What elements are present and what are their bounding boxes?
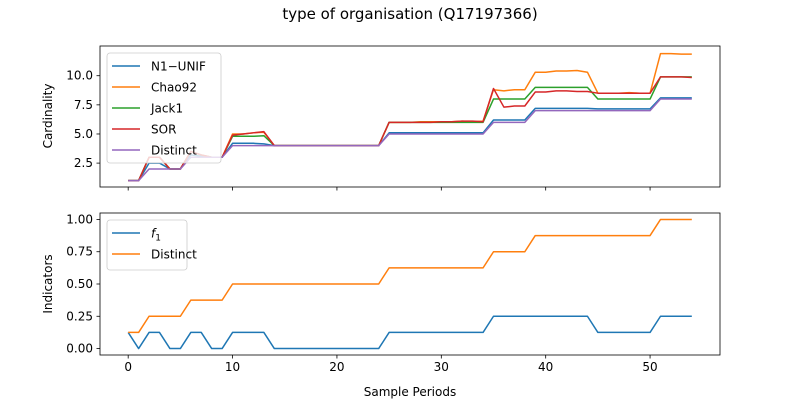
x-tick-label: 30	[434, 360, 449, 374]
x-axis-label: Sample Periods	[364, 385, 456, 399]
legend-label: f1	[151, 227, 161, 244]
y-axis-label: Cardinality	[41, 84, 55, 149]
legend-label: Chao92	[151, 81, 197, 95]
legend-box	[106, 219, 188, 271]
y-tick-label: 2.5	[74, 156, 93, 170]
y-tick-label: 7.5	[74, 98, 93, 112]
legend-label: N1−UNIF	[151, 60, 206, 74]
y-tick-label: 5.0	[74, 127, 93, 141]
cardinality-axes: 2.5 5.0 7.5 10.0 Cardinality N1−UNIF Chao92 Jac…	[41, 45, 721, 191]
axes-frame	[99, 45, 721, 188]
legend-box	[106, 52, 222, 164]
legend-label-main: f	[151, 227, 157, 241]
y-axis-label: Indicators	[41, 254, 55, 313]
legend: f1 Distinct	[106, 219, 197, 271]
x-tick-label: 50	[642, 360, 657, 374]
x-tick-label: 20	[329, 360, 344, 374]
indicators-axes: 0 10 20 30 40 50 0.00 0.25 0.50 0.75 1.00 Indicator…	[41, 212, 721, 399]
x-tick-label: 40	[538, 360, 553, 374]
y-tick-label: 0.75	[66, 245, 93, 259]
y-tick-label: 1.00	[66, 212, 93, 226]
x-tick-label: 0	[124, 360, 132, 374]
y-tick-label: 0.50	[66, 277, 93, 291]
legend-label-sub: 1	[155, 234, 161, 244]
legend-label: Jack1	[150, 102, 183, 116]
legend-label: SOR	[151, 123, 176, 137]
legend: N1−UNIF Chao92 Jack1 SOR Distinct	[106, 52, 222, 164]
legend-label: Distinct	[151, 248, 197, 262]
figure-title: type of organisation (Q17197366)	[282, 5, 537, 23]
legend-label: Distinct	[151, 144, 197, 158]
series-line-1-0	[127, 315, 692, 350]
x-tick-label: 10	[225, 360, 240, 374]
y-tick-label: 10.0	[66, 69, 93, 83]
y-tick-label: 0.25	[66, 309, 93, 323]
series-line-1-1	[128, 218, 692, 334]
series-line-0-4	[128, 98, 692, 182]
y-tick-label: 0.00	[66, 342, 93, 356]
